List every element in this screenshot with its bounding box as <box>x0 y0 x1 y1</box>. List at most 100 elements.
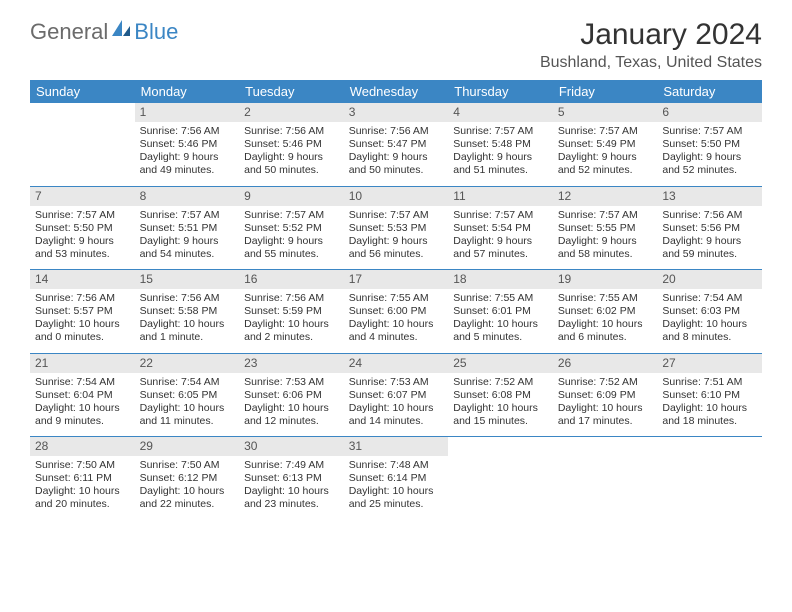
daylight-text: Daylight: 10 hours and 8 minutes. <box>661 318 758 344</box>
sunrise-text: Sunrise: 7:55 AM <box>348 292 445 305</box>
calendar-day-cell: 30 Sunrise: 7:49 AMSunset: 6:13 PMDayligh… <box>239 437 344 520</box>
calendar-day-cell: 29Sunrise: 7:50 AMSunset: 6:12 PMDayligh… <box>135 437 240 520</box>
sunset-text: Sunset: 6:01 PM <box>452 305 549 318</box>
day-number: 21 <box>30 354 135 373</box>
calendar-day-cell: 1Sunrise: 7:56 AMSunset: 5:46 PMDaylight… <box>135 103 240 186</box>
day-number: 17 <box>344 270 449 289</box>
sunset-text: Sunset: 5:50 PM <box>661 138 758 151</box>
daylight-text: Daylight: 10 hours and 9 minutes. <box>34 402 131 428</box>
calendar-day-cell: 3Sunrise: 7:56 AMSunset: 5:47 PMDaylight… <box>344 103 449 186</box>
header: General Blue January 2024 Bushland, Texa… <box>30 18 762 72</box>
sunset-text: Sunset: 6:04 PM <box>34 389 131 402</box>
sunrise-text: Sunrise: 7:53 AM <box>243 376 340 389</box>
calendar-day-cell: 17 Sunrise: 7:55 AMSunset: 6:00 PMDayligh… <box>344 270 449 354</box>
sunset-text: Sunset: 6:06 PM <box>243 389 340 402</box>
sunset-text: Sunset: 6:13 PM <box>243 472 340 485</box>
day-number: 14 <box>30 270 135 289</box>
calendar-day-cell: 21 Sunrise: 7:54 AMSunset: 6:04 PMDayligh… <box>30 353 135 437</box>
daylight-text: Daylight: 10 hours and 4 minutes. <box>348 318 445 344</box>
calendar-week-row: 21Sunrise: 7:54 AMSunset: 6:04 PMDayligh… <box>30 353 762 437</box>
sunset-text: Sunset: 6:14 PM <box>348 472 445 485</box>
sunset-text: Sunset: 5:49 PM <box>557 138 654 151</box>
sunrise-text: Sunrise: 7:49 AM <box>243 459 340 472</box>
daylight-text: Daylight: 9 hours and 58 minutes. <box>557 235 654 261</box>
daylight-text: Daylight: 9 hours and 54 minutes. <box>139 235 236 261</box>
day-number: 18 <box>448 270 553 289</box>
month-title: January 2024 <box>540 18 762 52</box>
weekday-header: Monday <box>135 80 240 103</box>
sunrise-text: Sunrise: 7:57 AM <box>661 125 758 138</box>
day-number: 8 <box>135 187 240 206</box>
daylight-text: Daylight: 10 hours and 14 minutes. <box>348 402 445 428</box>
sunrise-text: Sunrise: 7:57 AM <box>452 125 549 138</box>
sunset-text: Sunset: 5:59 PM <box>243 305 340 318</box>
sunset-text: Sunset: 5:52 PM <box>243 222 340 235</box>
daylight-text: Daylight: 10 hours and 20 minutes. <box>34 485 131 511</box>
calendar-week-row: 7Sunrise: 7:57 AMSunset: 5:50 PMDaylight… <box>30 186 762 270</box>
sunrise-text: Sunrise: 7:57 AM <box>452 209 549 222</box>
sunrise-text: Sunrise: 7:55 AM <box>557 292 654 305</box>
daylight-text: Daylight: 9 hours and 53 minutes. <box>34 235 131 261</box>
day-number: 31 <box>344 437 449 456</box>
sunrise-text: Sunrise: 7:57 AM <box>557 209 654 222</box>
day-number: 29 <box>135 437 240 456</box>
day-number: 9 <box>239 187 344 206</box>
daylight-text: Daylight: 10 hours and 25 minutes. <box>348 485 445 511</box>
calendar-day-cell: 20Sunrise: 7:54 AMSunset: 6:03 PMDayligh… <box>657 270 762 354</box>
daylight-text: Daylight: 10 hours and 18 minutes. <box>661 402 758 428</box>
sunset-text: Sunset: 6:05 PM <box>139 389 236 402</box>
sunrise-text: Sunrise: 7:56 AM <box>243 125 340 138</box>
weekday-header: Friday <box>553 80 658 103</box>
sunset-text: Sunset: 5:56 PM <box>661 222 758 235</box>
weekday-header: Saturday <box>657 80 762 103</box>
sunrise-text: Sunrise: 7:48 AM <box>348 459 445 472</box>
day-number: 22 <box>135 354 240 373</box>
calendar-day-cell <box>30 103 135 186</box>
calendar-day-cell: 6Sunrise: 7:57 AMSunset: 5:50 PMDaylight… <box>657 103 762 186</box>
daylight-text: Daylight: 10 hours and 23 minutes. <box>243 485 340 511</box>
calendar-day-cell: 7Sunrise: 7:57 AMSunset: 5:50 PMDaylight… <box>30 186 135 270</box>
calendar-day-cell: 25Sunrise: 7:52 AMSunset: 6:08 PMDayligh… <box>448 353 553 437</box>
daylight-text: Daylight: 9 hours and 52 minutes. <box>557 151 654 177</box>
daylight-text: Daylight: 10 hours and 6 minutes. <box>557 318 654 344</box>
sunrise-text: Sunrise: 7:53 AM <box>348 376 445 389</box>
sunset-text: Sunset: 6:12 PM <box>139 472 236 485</box>
calendar-day-cell: 27Sunrise: 7:51 AMSunset: 6:10 PMDayligh… <box>657 353 762 437</box>
calendar-day-cell: 11Sunrise: 7:57 AMSunset: 5:54 PMDayligh… <box>448 186 553 270</box>
calendar-day-cell <box>448 437 553 520</box>
daylight-text: Daylight: 9 hours and 51 minutes. <box>452 151 549 177</box>
calendar-day-cell: 15Sunrise: 7:56 AMSunset: 5:58 PMDayligh… <box>135 270 240 354</box>
weekday-header: Tuesday <box>239 80 344 103</box>
day-number: 4 <box>448 103 553 122</box>
sunset-text: Sunset: 6:02 PM <box>557 305 654 318</box>
day-number: 28 <box>30 437 135 456</box>
weekday-header: Sunday <box>30 80 135 103</box>
logo-text-general: General <box>30 19 108 45</box>
calendar-day-cell: 16Sunrise: 7:56 AMSunset: 5:59 PMDayligh… <box>239 270 344 354</box>
calendar-day-cell: 9Sunrise: 7:57 AMSunset: 5:52 PMDaylight… <box>239 186 344 270</box>
day-number: 27 <box>657 354 762 373</box>
calendar-day-cell <box>657 437 762 520</box>
sunset-text: Sunset: 6:00 PM <box>348 305 445 318</box>
sunset-text: Sunset: 6:09 PM <box>557 389 654 402</box>
logo-sail-icon <box>110 18 132 45</box>
day-number: 30 <box>239 437 344 456</box>
day-number: 24 <box>344 354 449 373</box>
sunrise-text: Sunrise: 7:54 AM <box>34 376 131 389</box>
daylight-text: Daylight: 9 hours and 50 minutes. <box>243 151 340 177</box>
title-block: January 2024 Bushland, Texas, United Sta… <box>540 18 762 72</box>
calendar-day-cell: 23Sunrise: 7:53 AMSunset: 6:06 PMDayligh… <box>239 353 344 437</box>
sunset-text: Sunset: 6:10 PM <box>661 389 758 402</box>
sunrise-text: Sunrise: 7:50 AM <box>139 459 236 472</box>
day-number: 1 <box>135 103 240 122</box>
day-number: 10 <box>344 187 449 206</box>
daylight-text: Daylight: 9 hours and 57 minutes. <box>452 235 549 261</box>
day-number: 25 <box>448 354 553 373</box>
logo-text-blue: Blue <box>134 19 178 45</box>
sunset-text: Sunset: 6:03 PM <box>661 305 758 318</box>
sunset-text: Sunset: 5:54 PM <box>452 222 549 235</box>
day-number: 5 <box>553 103 658 122</box>
day-number: 20 <box>657 270 762 289</box>
daylight-text: Daylight: 9 hours and 50 minutes. <box>348 151 445 177</box>
sunrise-text: Sunrise: 7:55 AM <box>452 292 549 305</box>
